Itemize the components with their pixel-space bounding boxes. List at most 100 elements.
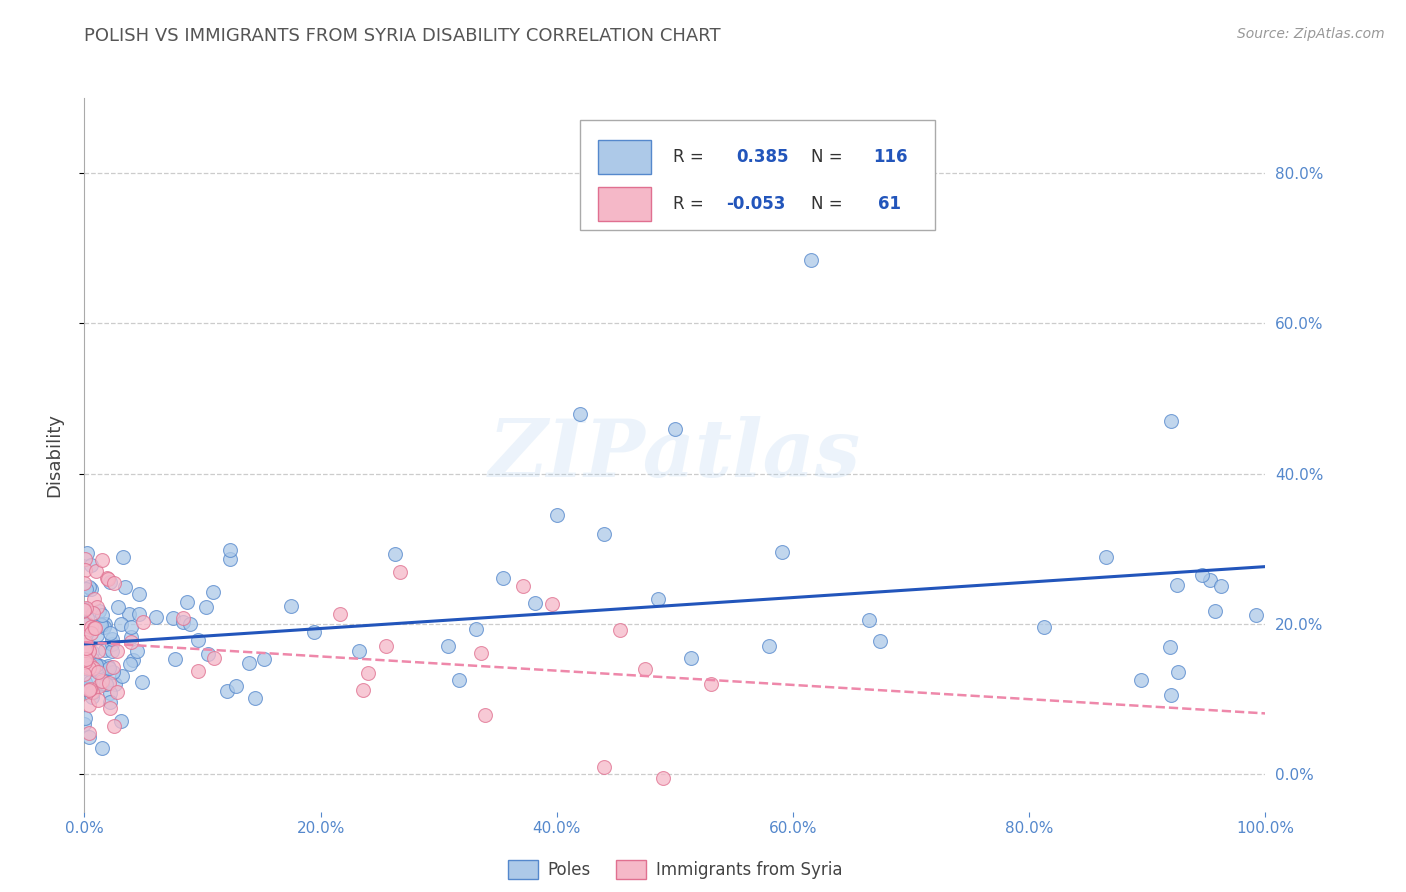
Text: POLISH VS IMMIGRANTS FROM SYRIA DISABILITY CORRELATION CHART: POLISH VS IMMIGRANTS FROM SYRIA DISABILI…: [84, 27, 721, 45]
Point: [73, 717, 96, 731]
Point: [73, 681, 96, 696]
Point: [172, 610, 194, 624]
Point: [75, 551, 97, 566]
Point: [91, 553, 114, 567]
Point: [90, 740, 112, 755]
Point: [79, 626, 101, 640]
Point: [647, 591, 669, 606]
Legend: Poles, Immigrants from Syria: Poles, Immigrants from Syria: [501, 853, 849, 886]
Point: [75, 639, 97, 653]
Point: [101, 644, 124, 658]
Point: [633, 662, 655, 676]
Point: [1032, 620, 1054, 634]
Point: [90, 617, 112, 632]
Point: [121, 653, 143, 667]
Point: [73, 633, 96, 648]
Point: [349, 644, 371, 658]
Point: [79, 658, 101, 673]
Point: [98, 701, 121, 715]
Point: [84, 621, 107, 635]
Point: [238, 656, 260, 670]
Point: [73, 601, 96, 615]
Point: [1166, 578, 1188, 592]
FancyBboxPatch shape: [581, 120, 935, 230]
Point: [98, 575, 121, 590]
Point: [253, 652, 276, 666]
Point: [82, 657, 104, 672]
Point: [464, 622, 486, 636]
Point: [800, 252, 823, 267]
Point: [89, 603, 111, 617]
Point: [162, 611, 184, 625]
Point: [79, 675, 101, 690]
Point: [163, 652, 186, 666]
Point: [75, 624, 97, 638]
Point: [75, 675, 97, 690]
Point: [93, 663, 115, 677]
Point: [104, 677, 127, 691]
Point: [73, 711, 96, 725]
Point: [73, 602, 96, 616]
Point: [98, 661, 121, 675]
Point: [96, 571, 118, 585]
Point: [243, 690, 266, 705]
Point: [187, 633, 209, 648]
Point: [593, 759, 616, 773]
Point: [524, 596, 547, 610]
Point: [546, 508, 568, 522]
Point: [82, 652, 104, 666]
Point: [97, 659, 120, 673]
Text: 116: 116: [873, 148, 908, 166]
Point: [492, 571, 515, 585]
Point: [77, 683, 100, 698]
Point: [128, 586, 150, 600]
Point: [187, 664, 209, 678]
Point: [869, 634, 891, 648]
Point: [75, 640, 97, 655]
Point: [110, 714, 132, 728]
Point: [700, 677, 723, 691]
Point: [91, 607, 114, 622]
Point: [80, 558, 103, 572]
Point: [76, 617, 98, 632]
Point: [470, 646, 492, 660]
Point: [91, 676, 114, 690]
Point: [103, 575, 125, 590]
Point: [1094, 549, 1116, 564]
Point: [76, 640, 98, 655]
Point: [103, 719, 125, 733]
Point: [87, 680, 110, 694]
Point: [101, 660, 124, 674]
Point: [83, 591, 105, 606]
Point: [76, 657, 98, 672]
Point: [76, 623, 98, 637]
Point: [73, 648, 96, 662]
Point: [98, 626, 121, 640]
Point: [73, 563, 96, 577]
Point: [75, 627, 97, 641]
Point: [82, 661, 104, 675]
Point: [1129, 673, 1152, 687]
Text: 0.385: 0.385: [737, 148, 789, 166]
Point: [79, 580, 101, 594]
Point: [357, 666, 380, 681]
Point: [98, 695, 121, 709]
Point: [107, 600, 129, 615]
Point: [77, 698, 100, 712]
Point: [86, 600, 108, 615]
Point: [93, 643, 115, 657]
Point: [1211, 578, 1233, 592]
Point: [384, 547, 406, 561]
Point: [80, 645, 103, 659]
Point: [94, 616, 117, 631]
Point: [172, 615, 194, 629]
Point: [107, 644, 129, 658]
Point: [436, 639, 458, 653]
Point: [84, 657, 107, 672]
Point: [145, 610, 167, 624]
Point: [77, 730, 100, 744]
Point: [79, 620, 101, 634]
Point: [82, 684, 104, 698]
Point: [89, 659, 111, 673]
Point: [218, 552, 240, 566]
